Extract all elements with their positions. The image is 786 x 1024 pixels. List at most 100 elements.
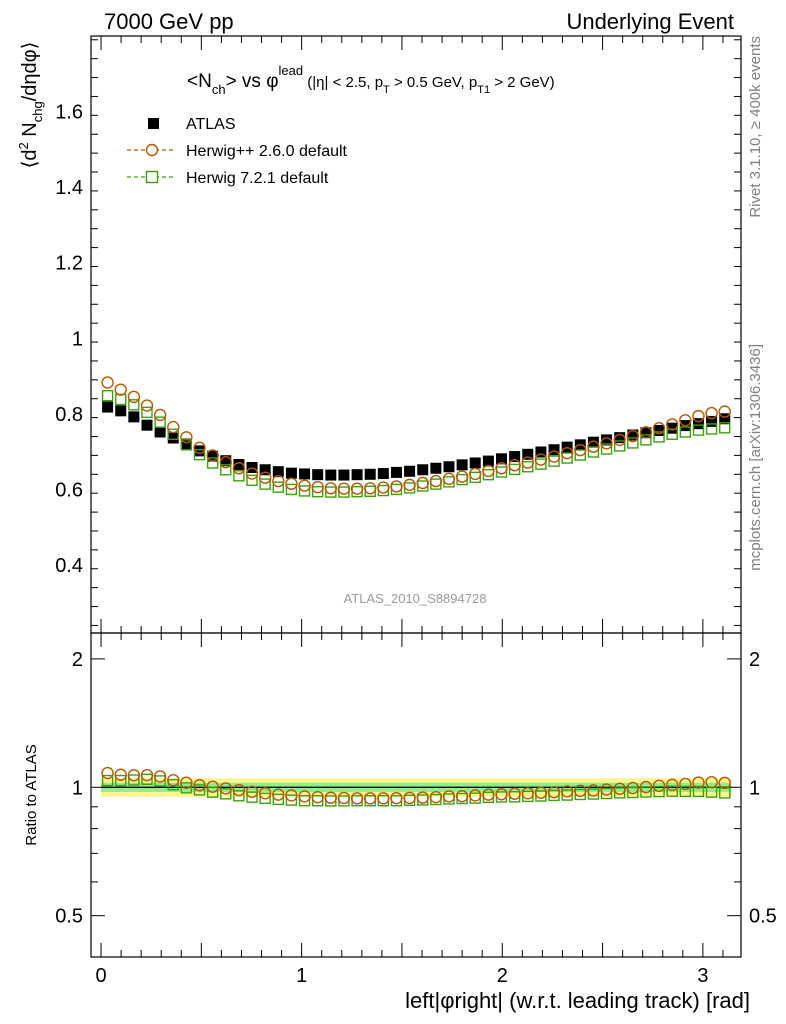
data-point-herwigpp [626,429,640,443]
data-point-herwig7 [364,485,376,498]
rivet-label: Rivet 3.1.10, ≥ 400k events [747,36,764,218]
data-point-herwigpp [337,482,351,495]
data-point-herwig7 [587,446,600,458]
data-point-herwigpp [285,477,298,490]
data-point-herwig7 [141,406,153,419]
ratio-point-herwig7 [666,785,678,797]
data-point-herwig7 [548,455,560,467]
ratio-y-axis: 0.5 0.5 1 1 2 2 [55,649,777,958]
ratio-series-group [101,766,731,807]
ratio-point-herwig7 [193,784,206,796]
ratio-point-herwigpp [232,783,246,797]
data-point-herwigpp [206,449,219,462]
ratio-point-herwig7 [679,785,692,798]
data-point-herwigpp [311,480,324,494]
data-point-atlas [614,432,626,444]
data-point-herwigpp [718,405,731,418]
data-point-atlas [692,418,704,430]
ratio-point-herwigpp [429,790,443,804]
ratio-point-herwigpp [180,776,193,789]
ratio-point-herwigpp [652,779,666,793]
ratio-point-herwigpp [127,769,141,782]
data-point-herwigpp [455,470,469,483]
data-point-herwig7 [495,466,508,478]
data-point-herwig7 [482,468,495,481]
ratio-point-herwigpp [547,785,561,799]
data-point-herwigpp [679,414,692,427]
data-point-herwigpp [101,376,114,389]
ratio-y-axis-label: Ratio to ATLAS [23,744,40,845]
data-point-herwigpp [495,462,508,475]
ratio-point-herwigpp [508,787,521,800]
data-point-atlas [325,469,337,481]
y-tick-label: 1.2 [55,253,83,275]
data-point-herwig7 [298,485,311,497]
ratio-point-herwig7 [298,795,311,807]
data-point-atlas [482,455,494,467]
data-point-atlas [338,469,350,481]
data-point-herwig7 [456,473,468,486]
data-point-herwig7 [430,478,442,490]
ratio-y-tick-label-right: 1 [749,777,760,799]
header-right: Underlying Event [566,9,734,34]
data-point-atlas [115,405,127,417]
data-point-atlas [167,432,179,444]
data-point-atlas [469,457,481,469]
data-point-herwigpp [587,440,600,453]
data-point-herwig7 [443,476,455,488]
y-tick-label: 1.6 [55,102,83,124]
ratio-point-herwigpp [377,792,390,805]
data-point-atlas [443,461,455,473]
legend-marker-herwigpp [145,143,159,157]
legend-label-herwig7: Herwig 7.2.1 default [186,170,329,187]
data-point-herwigpp [508,459,521,472]
data-point-atlas [456,459,468,471]
data-point-herwigpp [705,406,718,420]
ratio-point-herwigpp [416,791,429,804]
ratio-point-herwigpp [666,778,679,792]
data-point-herwigpp [193,441,206,455]
y-tick-label: 0.4 [55,555,83,577]
data-point-herwigpp [547,450,561,463]
ratio-point-herwig7 [692,785,705,798]
ratio-point-herwigpp [469,789,482,802]
data-point-herwigpp [600,437,613,450]
data-point-herwigpp [232,462,246,475]
data-point-herwigpp [639,426,653,439]
data-point-atlas [509,451,521,463]
analysis-watermark: ATLAS_2010_S8894728 [344,591,487,606]
data-point-atlas [627,429,639,441]
ratio-point-herwigpp [600,783,613,796]
data-point-herwig7 [613,440,626,452]
y-tick-label: 1.4 [55,177,83,199]
data-point-herwig7 [285,483,298,496]
ratio-point-herwig7 [101,774,114,787]
ratio-point-herwigpp [705,775,718,789]
data-point-herwig7 [522,461,534,473]
ratio-point-herwigpp [639,780,653,794]
ratio-point-herwig7 [206,786,219,798]
header-left: 7000 GeV pp [104,9,234,34]
data-point-herwig7 [167,428,179,440]
data-point-herwigpp [324,482,338,495]
data-point-herwigpp [180,431,193,444]
ratio-point-herwig7 [653,785,665,798]
data-point-atlas [194,445,206,457]
data-point-atlas [220,455,232,467]
ratio-point-herwigpp [101,766,114,780]
data-point-atlas [312,469,324,481]
ratio-point-herwigpp [337,791,351,805]
data-point-herwig7 [377,484,390,497]
ratio-point-herwigpp [193,779,206,792]
x-tick-label: 1 [296,965,307,987]
ratio-point-herwigpp [219,782,232,795]
data-point-herwig7 [272,481,284,493]
data-point-herwigpp [153,408,167,422]
data-point-herwigpp [613,433,626,447]
ratio-point-herwigpp [390,791,403,805]
legend: ATLAS Herwig++ 2.6.0 default Herwig 7.2.… [127,116,348,187]
data-point-herwigpp [560,446,574,460]
ratio-point-herwig7 [613,787,626,799]
data-point-herwig7 [246,474,258,487]
